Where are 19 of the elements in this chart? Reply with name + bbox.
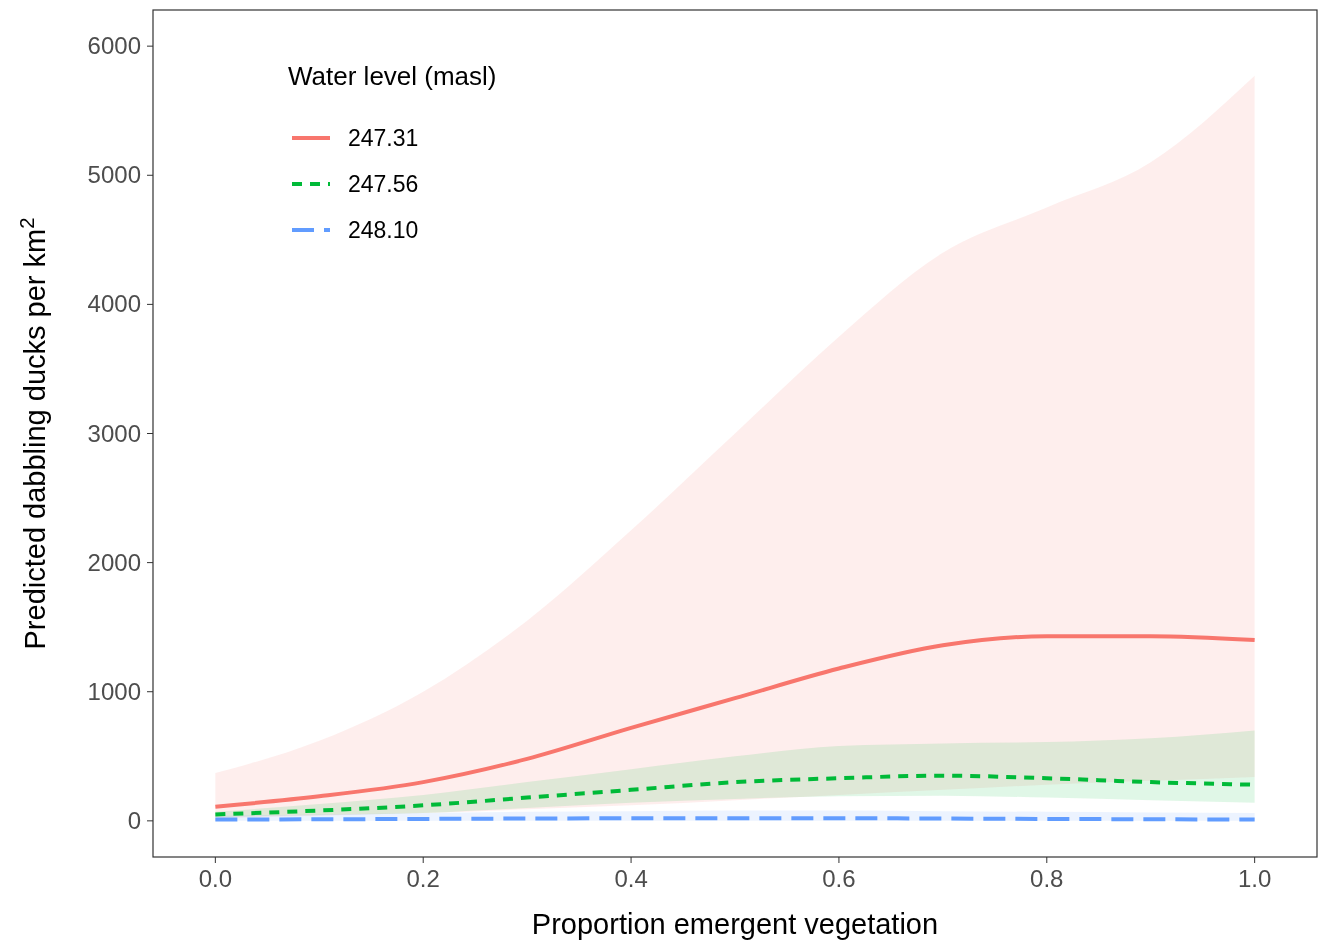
legend-label: 247.56: [348, 171, 419, 197]
y-tick-label: 4000: [87, 290, 141, 318]
legend-label: 248.10: [348, 217, 419, 243]
legend-title: Water level (masl): [288, 61, 497, 91]
x-tick-label: 0.0: [198, 865, 233, 892]
x-tick-label: 0.8: [1030, 865, 1064, 892]
y-tick-label: 3000: [87, 419, 141, 447]
y-tick-label: 1000: [87, 677, 141, 705]
y-tick-label: 6000: [87, 32, 141, 60]
x-tick-label: 1.0: [1237, 865, 1272, 892]
x-tick-label: 0.6: [822, 865, 856, 892]
line-series: [213, 634, 1257, 809]
x-axis-title: Proportion emergent vegetation: [531, 908, 939, 940]
x-tick-label: 0.4: [614, 865, 648, 892]
y-tick-label: 2000: [87, 548, 141, 576]
legend-label: 247.31: [348, 125, 419, 151]
x-tick-label: 0.2: [406, 865, 440, 892]
y-tick-label: 0: [127, 806, 141, 834]
y-tick-label: 5000: [87, 161, 141, 189]
